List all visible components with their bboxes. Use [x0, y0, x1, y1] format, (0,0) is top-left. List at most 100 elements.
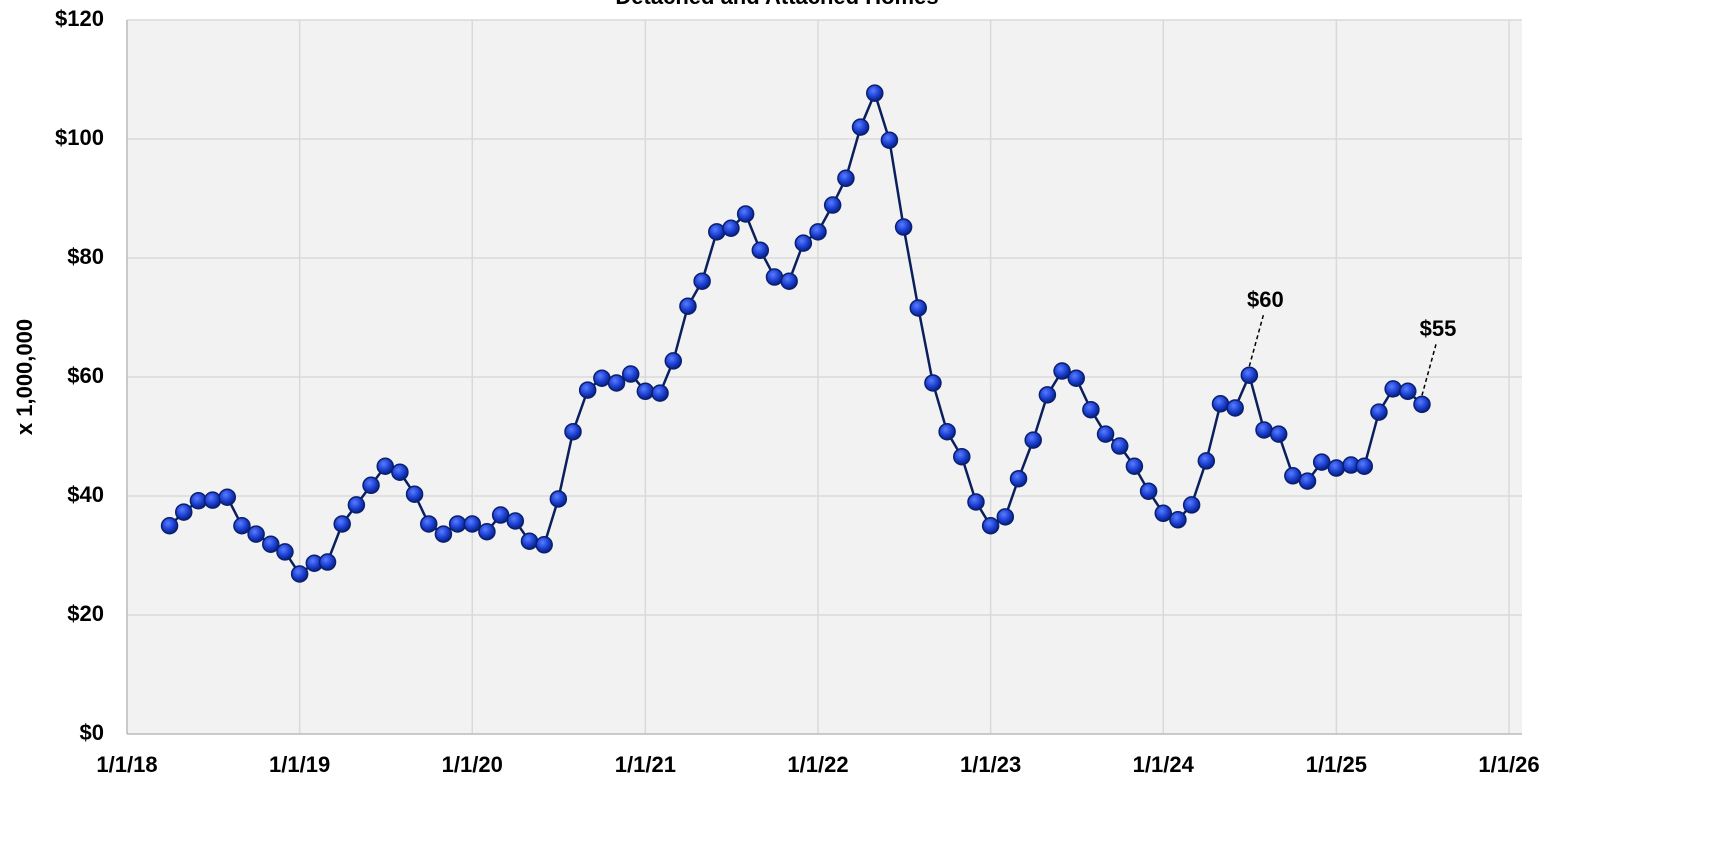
data-point [909, 299, 928, 317]
data-point [1255, 421, 1273, 439]
data-point [953, 447, 971, 466]
data-point [823, 196, 842, 214]
data-point [866, 84, 884, 102]
data-label: $60 [1247, 287, 1284, 312]
data-point [1355, 457, 1374, 475]
data-point [1370, 403, 1388, 421]
data-point [593, 369, 611, 387]
data-point [1240, 366, 1259, 384]
data-point [837, 169, 855, 188]
leader-line [1248, 315, 1265, 367]
y-tick-label: $80 [67, 244, 104, 269]
data-point [765, 268, 784, 286]
data-point [491, 506, 510, 524]
data-point [420, 515, 438, 533]
data-point [722, 219, 740, 237]
data-point [1067, 369, 1085, 387]
data-point [564, 422, 582, 441]
data-point [1211, 395, 1230, 413]
series-line [168, 89, 1423, 576]
data-point [218, 488, 237, 506]
y-tick-label: $100 [55, 125, 104, 150]
data-point [1125, 457, 1144, 475]
data-point [1226, 399, 1244, 417]
data-point [333, 515, 351, 533]
data-point [794, 234, 813, 252]
data-point [967, 493, 985, 511]
y-tick-label: $20 [67, 601, 104, 626]
data-point [1111, 437, 1129, 455]
data-point [391, 463, 409, 481]
data-point [262, 535, 280, 553]
data-point [1038, 386, 1057, 404]
leader-line [1421, 344, 1437, 396]
data-point [981, 517, 1000, 535]
data-point [679, 297, 697, 315]
data-point [851, 118, 870, 136]
data-point [1182, 496, 1201, 514]
data-point [1284, 467, 1302, 485]
x-tick-label: 1/1/21 [615, 752, 676, 777]
data-point [1154, 504, 1173, 523]
data-point [578, 381, 597, 399]
x-tick-label: 1/1/26 [1478, 752, 1539, 777]
data-point [549, 490, 568, 508]
data-point [463, 515, 482, 533]
x-tick-label: 1/1/24 [1133, 752, 1195, 777]
data-point [1298, 472, 1317, 490]
y-tick-label: $60 [67, 363, 104, 388]
data-point [1312, 453, 1331, 471]
data-point [636, 382, 655, 401]
data-point [1009, 469, 1028, 488]
data-point [708, 223, 726, 241]
data-point [376, 457, 394, 475]
y-tick-label: $40 [67, 482, 104, 507]
data-point [1399, 382, 1417, 401]
data-point [1139, 482, 1158, 500]
data-point [276, 543, 294, 561]
data-point [996, 508, 1015, 526]
x-tick-label: 1/1/19 [269, 752, 330, 777]
data-point [1197, 452, 1216, 470]
data-point [520, 532, 539, 550]
data-point [160, 517, 179, 535]
y-axis-label: x 1,000,000 [12, 319, 37, 435]
data-point [621, 365, 640, 383]
data-point [318, 553, 337, 571]
x-tick-label: 1/1/20 [442, 752, 503, 777]
x-tick-label: 1/1/22 [787, 752, 848, 777]
data-point [535, 536, 553, 554]
chart-title: Detached and Attached Homes [615, 0, 938, 9]
data-point [247, 525, 265, 543]
data-point [1169, 511, 1187, 529]
data-point [434, 525, 453, 543]
data-point [880, 131, 899, 149]
x-tick-label: 1/1/18 [96, 752, 157, 777]
data-point [233, 517, 251, 535]
data-point [780, 272, 798, 290]
data-point [175, 503, 193, 521]
data-point [478, 522, 496, 541]
data-point [693, 272, 711, 290]
data-point [1082, 400, 1100, 419]
data-point [751, 241, 770, 260]
data-point [1413, 395, 1431, 414]
x-tick-label: 1/1/23 [960, 752, 1021, 777]
data-point [290, 565, 309, 583]
data-point [1096, 425, 1115, 443]
data-point [1327, 459, 1346, 477]
data-point [651, 384, 669, 402]
data-point [1269, 425, 1288, 443]
data-point [506, 512, 525, 530]
data-point [1053, 362, 1071, 380]
data-point [664, 352, 683, 370]
data-point [736, 205, 755, 223]
data-point [894, 218, 913, 236]
data-point [347, 496, 366, 514]
data-point [362, 476, 380, 495]
y-tick-label: $120 [55, 6, 104, 31]
data-point [607, 374, 626, 392]
data-point [1384, 380, 1402, 398]
data-point [448, 515, 467, 533]
